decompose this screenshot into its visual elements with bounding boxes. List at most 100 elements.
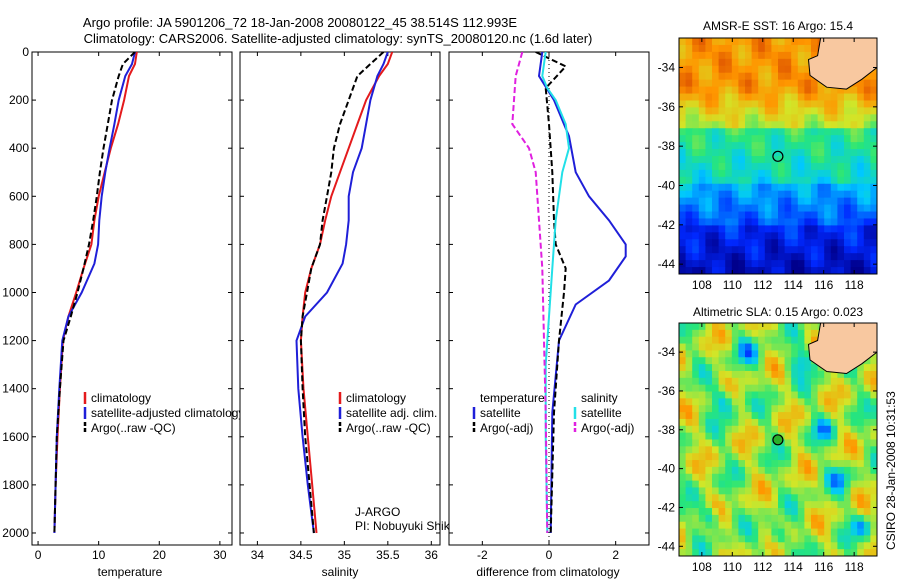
heatmap-cell <box>837 473 845 482</box>
heatmap-cell <box>771 501 779 509</box>
heatmap-cell <box>758 114 766 122</box>
heatmap-cell <box>738 453 746 461</box>
heatmap-cell <box>731 79 739 88</box>
heatmap-cell <box>778 494 786 502</box>
heatmap-cell <box>784 183 792 192</box>
heatmap-cell <box>685 446 693 454</box>
heatmap-cell <box>797 514 805 523</box>
heatmap-cell <box>863 384 871 393</box>
heatmap-cell <box>817 218 825 227</box>
heatmap-cell <box>731 377 739 386</box>
heatmap-cell <box>771 508 779 516</box>
heatmap-cell <box>751 190 759 199</box>
heatmap-cell <box>857 93 865 102</box>
heatmap-cell <box>870 267 877 274</box>
heatmap-cell <box>817 535 825 543</box>
heatmap-cell <box>778 343 786 352</box>
heatmap-cell <box>791 128 799 136</box>
heatmap-cell <box>705 204 713 213</box>
x-tick-label: 2 <box>612 548 619 562</box>
heatmap-cell <box>817 142 825 150</box>
heatmap-cell <box>745 487 753 495</box>
series-line-climatology <box>299 52 394 534</box>
heatmap-cell <box>725 425 733 434</box>
heatmap-cell <box>731 466 739 475</box>
heatmap-cell <box>771 542 779 550</box>
heatmap-cell <box>738 246 746 254</box>
heatmap-cell <box>824 453 832 461</box>
heatmap-cell <box>758 329 766 338</box>
heatmap-cell <box>784 121 792 129</box>
heatmap-cell <box>685 350 693 358</box>
heatmap-cell <box>863 93 871 102</box>
heatmap-cell <box>698 398 706 406</box>
heatmap-cell <box>705 453 713 461</box>
heatmap-cell <box>745 121 753 129</box>
heatmap-cell <box>698 232 706 240</box>
heatmap-cell <box>692 38 700 46</box>
heatmap-cell <box>811 246 819 254</box>
heatmap-cell <box>778 176 786 185</box>
heatmap-cell <box>718 350 726 358</box>
heatmap-cell <box>817 521 825 530</box>
heatmap-cell <box>804 142 812 150</box>
heatmap-cell <box>679 218 687 227</box>
heatmap-cell <box>751 412 759 420</box>
heatmap-cell <box>837 128 845 136</box>
heatmap-cell <box>764 501 772 509</box>
heatmap-cell <box>778 267 786 274</box>
heatmap-cell <box>824 86 832 95</box>
heatmap-cell <box>857 398 865 406</box>
heatmap-cell <box>758 107 766 115</box>
heatmap-cell <box>725 473 733 482</box>
heatmap-cell <box>705 142 713 150</box>
heatmap-cell <box>844 267 852 274</box>
heatmap-cell <box>850 370 858 379</box>
heatmap-cell <box>679 38 687 46</box>
heatmap-cell <box>837 162 845 171</box>
heatmap-cell <box>817 107 825 115</box>
heatmap-cell <box>797 38 805 46</box>
heatmap-cell <box>791 239 799 247</box>
heatmap-cell <box>811 487 819 495</box>
heatmap-cell <box>870 86 877 95</box>
heatmap-cell <box>679 197 687 206</box>
heatmap-cell <box>764 480 772 489</box>
heatmap-cell <box>811 197 819 206</box>
heatmap-cell <box>718 260 726 268</box>
heatmap-cell <box>797 267 805 274</box>
y-tick-label: 800 <box>9 237 29 251</box>
heatmap-cell <box>830 542 838 550</box>
heatmap-cell <box>718 501 726 509</box>
series-line-satellite <box>541 52 571 534</box>
heatmap-cell <box>804 405 812 413</box>
heatmap-cell <box>837 549 845 556</box>
heatmap-cell <box>797 93 805 102</box>
heatmap-cell <box>731 38 739 46</box>
heatmap-cell <box>824 508 832 516</box>
heatmap-cell <box>791 453 799 461</box>
heatmap-cell <box>692 528 700 537</box>
heatmap-cell <box>738 501 746 509</box>
heatmap-cell <box>824 211 832 220</box>
heatmap-cell <box>692 364 700 372</box>
heatmap-cell <box>705 425 713 434</box>
heatmap-cell <box>692 232 700 240</box>
heatmap-cell <box>685 412 693 420</box>
project-label: J-ARGO <box>355 505 400 519</box>
sla-map-frame <box>678 322 878 557</box>
heatmap-cell <box>758 364 766 372</box>
heatmap-cell <box>850 480 858 489</box>
heatmap-cell <box>857 364 865 372</box>
heatmap-cell <box>718 514 726 523</box>
heatmap-cell <box>698 114 706 122</box>
heatmap-cell <box>857 453 865 461</box>
heatmap-cell <box>870 128 877 136</box>
heatmap-cell <box>804 418 812 427</box>
heatmap-cell <box>817 225 825 233</box>
heatmap-cell <box>725 494 733 502</box>
heatmap-cell <box>731 473 739 482</box>
heatmap-cell <box>751 494 759 502</box>
heatmap-cell <box>857 370 865 379</box>
heatmap-cell <box>797 128 805 136</box>
